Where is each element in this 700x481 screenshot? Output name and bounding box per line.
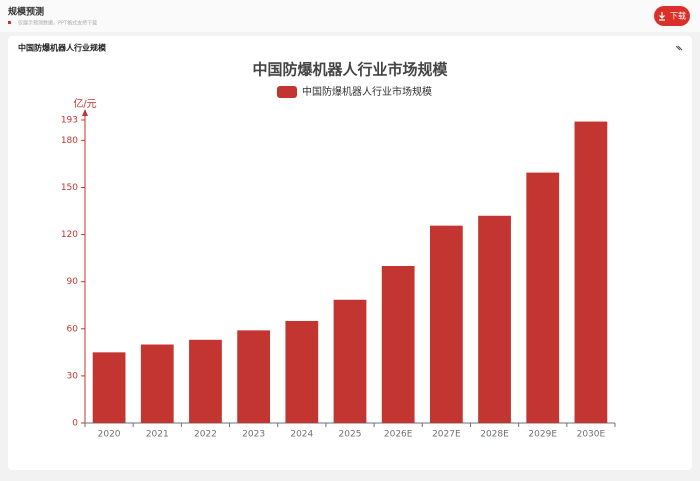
bar: [574, 121, 608, 423]
bar: [140, 344, 174, 423]
download-icon: [659, 12, 665, 21]
header-title: 规模预测: [8, 6, 44, 18]
x-tick-label: 2028E: [480, 430, 509, 440]
y-tick-label: 150: [61, 183, 78, 193]
y-axis-label: 亿/元: [73, 97, 96, 110]
bar: [478, 215, 511, 423]
bar: [92, 352, 126, 423]
button-label[interactable]: 下载: [670, 11, 686, 21]
x-tick-label: 2029E: [528, 430, 557, 440]
x-tick-label: 2021: [146, 430, 169, 440]
header-bar: [0, 0, 700, 32]
header-subtitle: 仅展示预测数据，PPT格式支持下载: [18, 20, 97, 27]
y-tick-label: 193: [61, 116, 78, 126]
card-title: 中国防爆机器人行业规模: [18, 43, 107, 53]
x-tick-label: 2030E: [577, 430, 606, 440]
bar: [333, 299, 367, 423]
x-tick-label: 2026E: [384, 430, 413, 440]
x-tick-label: 2024: [290, 430, 313, 440]
y-tick-label: 180: [61, 136, 78, 146]
y-tick-label: 0: [72, 419, 78, 429]
x-tick-label: 2023: [242, 430, 265, 440]
legend-label: 中国防爆机器人行业市场规模: [302, 85, 432, 98]
y-tick-label: 60: [67, 324, 79, 334]
y-tick-label: 30: [67, 371, 79, 381]
y-tick-label: 120: [61, 230, 78, 240]
bullet: [8, 21, 11, 24]
y-tick-label: 90: [67, 277, 79, 287]
bar: [429, 225, 463, 423]
bar: [237, 330, 271, 423]
button-bg[interactable]: [654, 6, 690, 26]
x-tick-label: 2025: [339, 430, 362, 440]
x-tick-label: 2027E: [432, 430, 461, 440]
bar: [189, 339, 222, 423]
y-axis-arrow: [82, 109, 88, 116]
x-tick-label: 2020: [98, 430, 121, 440]
chart-title: 中国防爆机器人行业市场规模: [252, 61, 448, 79]
bar: [526, 172, 560, 423]
bar: [285, 320, 319, 423]
x-tick-label: 2022: [194, 430, 217, 440]
download-button[interactable]: 下载: [654, 6, 690, 26]
legend-swatch: [277, 86, 297, 98]
link-icon[interactable]: [675, 45, 683, 51]
bar: [381, 266, 415, 423]
card: [8, 36, 692, 470]
